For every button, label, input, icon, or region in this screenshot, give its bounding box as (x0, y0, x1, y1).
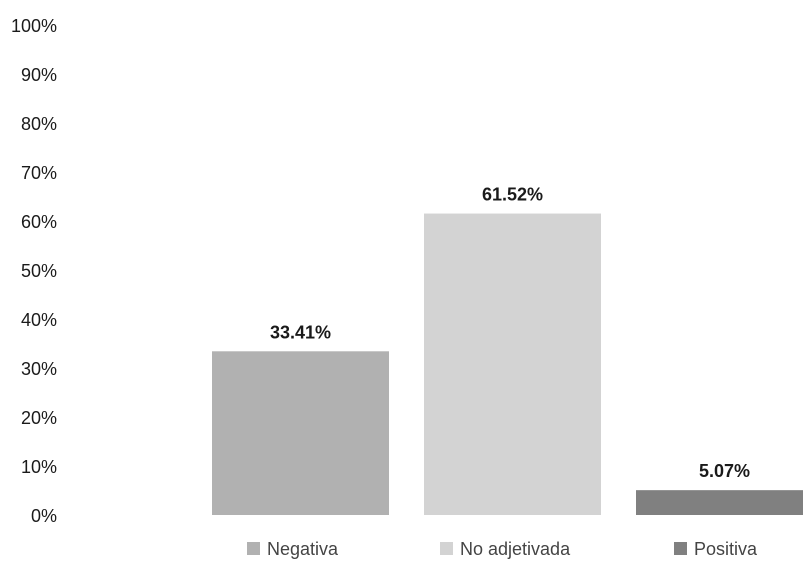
y-tick-label: 0% (31, 506, 57, 526)
y-tick-label: 70% (21, 163, 57, 183)
legend-label: Positiva (694, 539, 758, 559)
y-tick-label: 10% (21, 457, 57, 477)
bar-negativa (212, 351, 389, 515)
legend: Negativa No adjetivada Positiva (247, 539, 758, 559)
bar-no-adjetivada (424, 213, 601, 515)
y-tick-label: 100% (11, 16, 57, 36)
y-tick-label: 90% (21, 65, 57, 85)
bars (212, 213, 803, 515)
legend-swatch (674, 542, 687, 555)
y-tick-label: 30% (21, 359, 57, 379)
y-tick-label: 20% (21, 408, 57, 428)
y-tick-label: 40% (21, 310, 57, 330)
legend-label: No adjetivada (460, 539, 571, 559)
y-tick-label: 80% (21, 114, 57, 134)
legend-swatch (247, 542, 260, 555)
data-label: 5.07% (699, 461, 750, 481)
data-labels: 33.41% 61.52% 5.07% (270, 185, 750, 482)
bar-positiva (636, 490, 803, 515)
y-tick-label: 50% (21, 261, 57, 281)
data-label: 61.52% (482, 185, 543, 205)
y-tick-label: 60% (21, 212, 57, 232)
y-axis: 0% 10% 20% 30% 40% 50% 60% 70% 80% 90% 100% (11, 16, 57, 526)
data-label: 33.41% (270, 322, 331, 342)
legend-swatch (440, 542, 453, 555)
legend-label: Negativa (267, 539, 339, 559)
